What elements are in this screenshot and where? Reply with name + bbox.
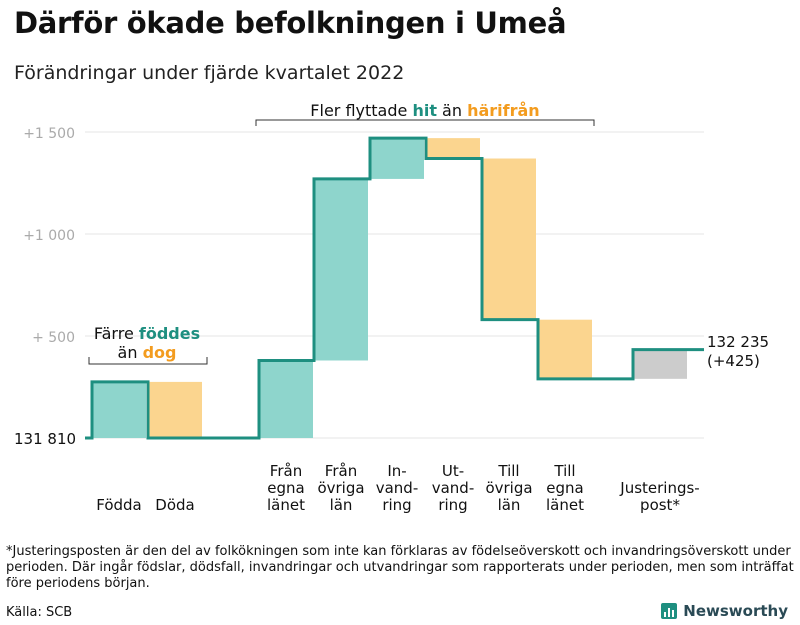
x-label: vand- xyxy=(432,479,475,497)
x-label: vand- xyxy=(376,479,419,497)
x-label: övriga xyxy=(485,479,532,497)
x-label: Från xyxy=(325,462,357,480)
bars xyxy=(92,138,687,438)
bar-invandring xyxy=(370,138,424,179)
bar-tillövrigalän xyxy=(482,158,536,320)
x-label: övriga xyxy=(317,479,364,497)
source-note: Källa: SCB xyxy=(6,605,73,620)
waterfall-chart: + 500+1 000+1 500 Födda DödaFrånegnalänet… xyxy=(14,101,769,514)
bar-justeringspost xyxy=(633,349,687,379)
bar-chart-icon xyxy=(661,603,678,619)
x-label: Döda xyxy=(155,496,194,514)
bar-tillegnalänet xyxy=(538,319,592,379)
x-label: Justerings- xyxy=(619,479,699,497)
bar-utvandring xyxy=(426,138,480,159)
start-value-label: 131 810 xyxy=(14,430,76,448)
bar-födda xyxy=(92,381,146,438)
x-label: län xyxy=(330,496,353,514)
x-label: länet xyxy=(546,496,584,514)
x-label: egna xyxy=(546,479,583,497)
x-label: Till xyxy=(553,462,575,480)
bar-frånövrigalän xyxy=(314,178,368,361)
migration-annotation: Fler flyttade hit än härifrån xyxy=(310,101,539,120)
end-value-label: 132 235 xyxy=(707,333,769,351)
running-total-line xyxy=(85,136,704,440)
x-label: Ut- xyxy=(442,462,464,480)
x-label: länet xyxy=(267,496,305,514)
end-labels: 131 810 132 235(+425) xyxy=(14,333,769,448)
births-annotation-line1: Färre föddes xyxy=(94,324,200,343)
y-tick-label: + 500 xyxy=(32,330,75,346)
footnote: *Justeringsposten är den del av folkökni… xyxy=(6,544,794,591)
x-label: post* xyxy=(640,496,680,514)
brand-name: Newsworthy xyxy=(683,602,788,620)
x-label: Från xyxy=(270,462,302,480)
x-label: län xyxy=(498,496,521,514)
y-tick-label: +1 500 xyxy=(23,126,75,142)
x-label: In- xyxy=(387,462,406,480)
chart-subtitle: Förändringar under fjärde kvartalet 2022 xyxy=(14,62,405,84)
x-label: ring xyxy=(382,496,411,514)
x-label: Till xyxy=(497,462,519,480)
chart-title: Därför ökade befolkningen i Umeå xyxy=(14,6,567,40)
end-change-label: (+425) xyxy=(707,352,760,370)
migration-bracket xyxy=(255,119,595,126)
births-annotation-line2: än dog xyxy=(118,343,177,362)
x-label: ring xyxy=(438,496,467,514)
births-bracket xyxy=(88,357,208,365)
y-axis-labels: + 500 +1 000 +1 500 xyxy=(23,126,75,346)
x-axis-labels: Födda DödaFrånegnalänetFrånövrigalänIn-va… xyxy=(96,462,699,514)
y-tick-label: +1 000 xyxy=(23,228,75,244)
bar-döda xyxy=(148,381,202,438)
x-label: Födda xyxy=(96,496,142,514)
x-label: egna xyxy=(267,479,304,497)
newsworthy-logo: Newsworthy xyxy=(661,602,788,620)
bar-frånegnalänet xyxy=(259,360,313,438)
